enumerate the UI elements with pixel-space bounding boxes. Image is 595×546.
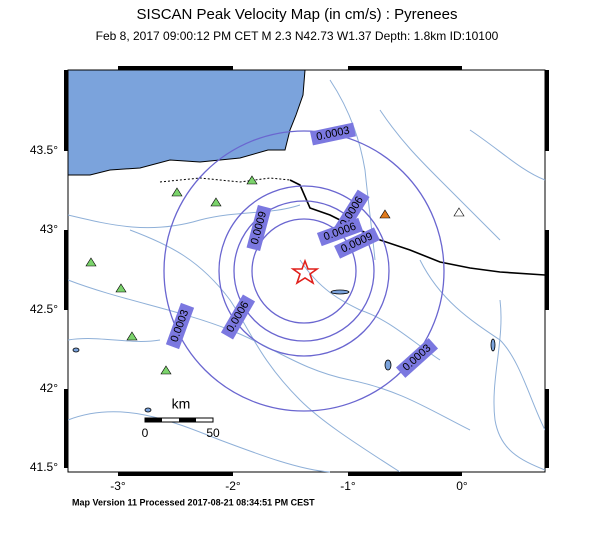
lon-label: -1° xyxy=(340,479,356,493)
ocean xyxy=(67,69,306,176)
lat-labels: 43.5° 43° 42.5° 42° 41.5° xyxy=(30,143,58,474)
stations xyxy=(85,175,465,375)
scale-unit: km xyxy=(172,396,191,412)
footer: Map Version 11 Processed 2017-08-21 08:3… xyxy=(72,497,315,507)
lon-label: -3° xyxy=(110,479,126,493)
scale-start: 0 xyxy=(142,426,149,440)
region-border xyxy=(159,177,291,183)
frame-ticks xyxy=(64,66,549,476)
subtitle: Feb 8, 2017 09:00:12 PM CET M 2.3 N42.73… xyxy=(96,29,499,43)
lat-label: 43.5° xyxy=(30,143,58,157)
scale-end: 50 xyxy=(206,426,220,440)
lon-label: -2° xyxy=(225,479,241,493)
map: 0.0003 0.0006 0.0009 0.0006 0.0009 0.000… xyxy=(64,66,549,476)
lat-label: 41.5° xyxy=(30,460,58,474)
lon-label: 0° xyxy=(456,479,468,493)
lakes xyxy=(72,289,496,413)
lat-label: 42.5° xyxy=(30,302,58,316)
epicenter xyxy=(290,258,320,285)
title: SISCAN Peak Velocity Map (in cm/s) : Pyr… xyxy=(137,6,458,23)
scale-bar: km 0 50 xyxy=(142,396,220,440)
lon-labels: -3° -2° -1° 0° xyxy=(110,479,468,493)
contours xyxy=(163,130,445,412)
border xyxy=(289,179,546,276)
lat-label: 42° xyxy=(40,381,58,395)
contour-label: 0.0003 xyxy=(310,122,356,146)
lat-label: 43° xyxy=(40,222,58,236)
